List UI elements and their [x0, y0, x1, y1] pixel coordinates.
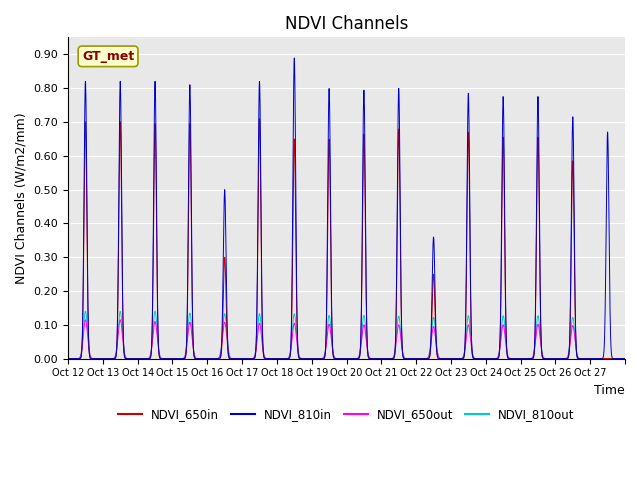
NDVI_650in [615, 356, 623, 361]
Line: NDVI_650in: NDVI_650in [68, 119, 625, 359]
Legend: NDVI_650in, NDVI_810in, NDVI_650out, NDVI_810out: NDVI_650in, NDVI_810in, NDVI_650out, NDV… [113, 403, 580, 426]
NDVI_650in [503, 346, 511, 351]
Line: NDVI_810in: NDVI_810in [68, 58, 625, 359]
NDVI_810out [467, 337, 475, 343]
NDVI_650out [621, 356, 629, 361]
NDVI_810in [615, 356, 623, 361]
NDVI_650out [418, 356, 426, 361]
NDVI_810out [536, 329, 544, 335]
NDVI_810in [503, 344, 511, 349]
NDVI_650out [64, 356, 72, 361]
Line: NDVI_810out: NDVI_810out [68, 312, 625, 359]
X-axis label: Time: Time [595, 384, 625, 397]
NDVI_650in [467, 323, 475, 329]
NDVI_650out [467, 341, 475, 347]
NDVI_810out [615, 356, 623, 361]
NDVI_650out [179, 356, 186, 361]
NDVI_810out [81, 309, 89, 314]
NDVI_650out [81, 317, 89, 323]
NDVI_650in [256, 116, 264, 121]
Title: NDVI Channels: NDVI Channels [285, 15, 408, 33]
NDVI_650in [178, 356, 186, 361]
NDVI_810out [621, 356, 629, 361]
NDVI_810in [64, 356, 72, 361]
NDVI_650out [536, 335, 544, 340]
NDVI_810in [418, 356, 426, 361]
NDVI_810in [536, 268, 544, 274]
NDVI_810in [291, 55, 298, 61]
NDVI_650in [64, 356, 72, 361]
NDVI_810in [621, 356, 629, 361]
Line: NDVI_650out: NDVI_650out [68, 320, 625, 359]
NDVI_650out [503, 347, 511, 353]
NDVI_650in [536, 282, 544, 288]
NDVI_650in [621, 356, 629, 361]
NDVI_650in [418, 356, 426, 361]
NDVI_810out [418, 356, 426, 361]
NDVI_810out [179, 356, 186, 361]
Y-axis label: NDVI Channels (W/m2/mm): NDVI Channels (W/m2/mm) [15, 112, 28, 284]
NDVI_810out [64, 356, 72, 361]
NDVI_810out [503, 345, 511, 350]
NDVI_810in [467, 317, 475, 323]
NDVI_810in [178, 356, 186, 361]
NDVI_650out [615, 356, 623, 361]
Text: GT_met: GT_met [82, 50, 134, 63]
